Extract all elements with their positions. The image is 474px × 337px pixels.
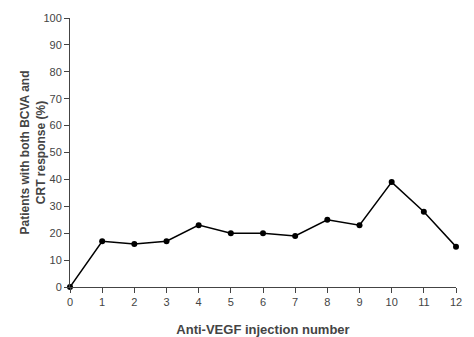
svg-text:9: 9: [356, 296, 362, 308]
svg-text:0: 0: [56, 281, 62, 293]
svg-text:1: 1: [99, 296, 105, 308]
svg-text:10: 10: [386, 296, 398, 308]
svg-text:10: 10: [50, 254, 62, 266]
svg-text:11: 11: [418, 296, 429, 308]
svg-text:2: 2: [131, 296, 137, 308]
svg-text:7: 7: [292, 296, 298, 308]
svg-text:0: 0: [67, 296, 73, 308]
svg-text:5: 5: [228, 296, 234, 308]
svg-text:20: 20: [50, 227, 62, 239]
svg-text:60: 60: [50, 119, 62, 131]
svg-text:Anti-VEGF injection number: Anti-VEGF injection number: [176, 322, 349, 337]
svg-text:Patients with both BCVA andCRT: Patients with both BCVA andCRT response …: [18, 71, 48, 235]
svg-text:12: 12: [450, 296, 462, 308]
svg-text:30: 30: [50, 200, 62, 212]
svg-text:8: 8: [324, 296, 330, 308]
svg-text:3: 3: [163, 296, 169, 308]
svg-text:40: 40: [50, 173, 62, 185]
svg-text:90: 90: [50, 39, 62, 51]
svg-text:50: 50: [50, 146, 62, 158]
svg-text:70: 70: [50, 93, 62, 105]
svg-text:4: 4: [196, 296, 202, 308]
svg-text:80: 80: [50, 66, 62, 78]
svg-text:6: 6: [260, 296, 266, 308]
svg-text:100: 100: [43, 12, 61, 24]
